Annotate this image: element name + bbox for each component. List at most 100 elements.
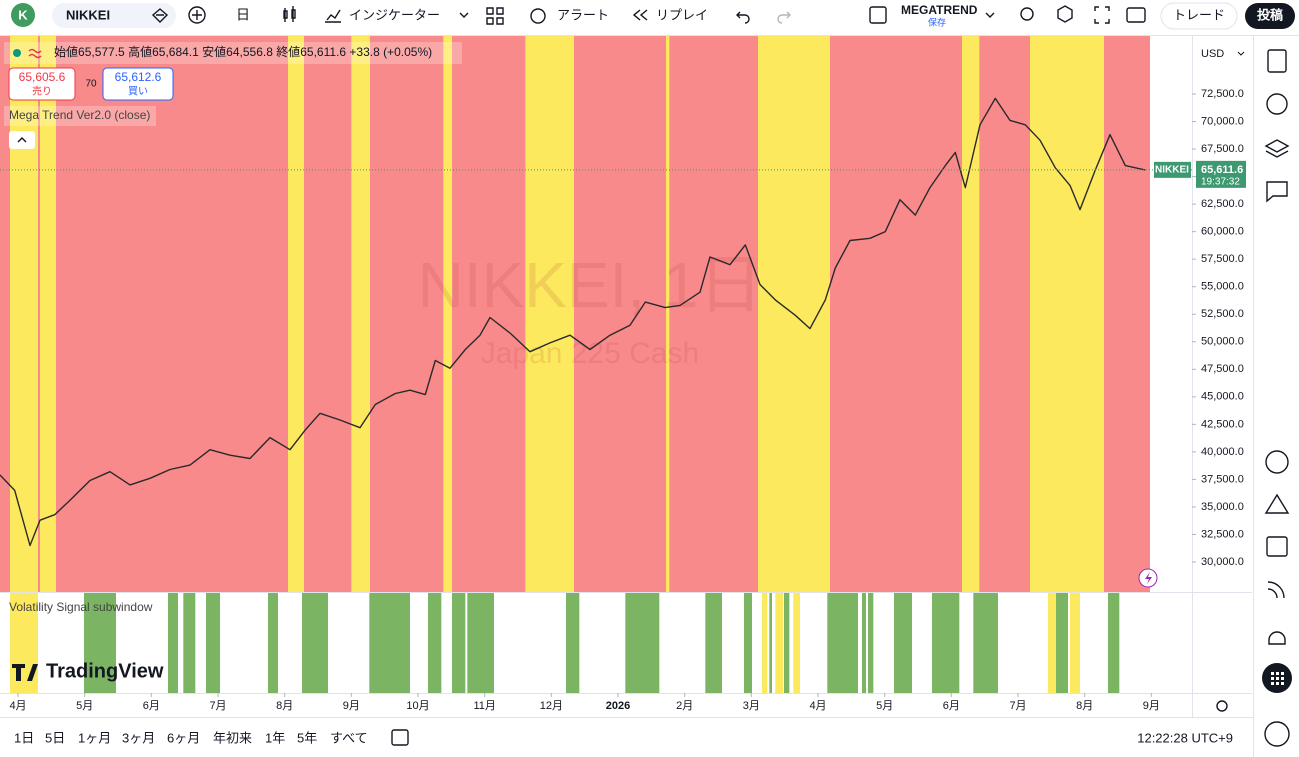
period-button[interactable]: 1日 <box>14 730 34 745</box>
y-tick-label: 30,000.0 <box>1201 556 1244 568</box>
symbol-search[interactable]: NIKKEI <box>52 3 176 28</box>
sell-label: 売り <box>32 85 52 98</box>
y-tick-label: 62,500.0 <box>1201 198 1244 210</box>
signal-bar <box>894 593 912 693</box>
currency[interactable]: USD <box>1201 48 1224 60</box>
goto-date-icon[interactable] <box>391 729 409 746</box>
currency-chevron <box>1237 51 1245 56</box>
target-icon[interactable] <box>1265 450 1289 474</box>
alerts-icon[interactable] <box>1266 93 1288 115</box>
layout-menu[interactable]: MEGATREND 保存 <box>869 3 995 27</box>
ideas-icon[interactable] <box>1264 493 1290 514</box>
x-tick-label: 4月 <box>809 700 826 712</box>
symbol-box <box>52 3 176 28</box>
x-tick-label: 6月 <box>143 700 160 712</box>
layouts-icon[interactable] <box>486 7 504 25</box>
watchlist-icon[interactable] <box>1267 49 1287 73</box>
caret-icon <box>17 137 27 143</box>
signal-bar <box>369 593 410 693</box>
lightning-button[interactable] <box>1138 568 1158 588</box>
period-button[interactable]: 3ヶ月 <box>122 730 155 745</box>
brand-logo <box>12 664 38 681</box>
indicator-bg <box>4 106 156 126</box>
period-bar: 1日 5日 1ヶ月 3ヶ月 6ヶ月 年初来 1年 5年 すべて <box>14 730 368 745</box>
snapshot-icon[interactable] <box>1126 7 1146 23</box>
indicator-name: Mega Trend Ver2.0 (close) <box>9 108 150 122</box>
close: 65,611.6 <box>300 45 346 59</box>
signal-bar <box>1108 593 1120 693</box>
period-button[interactable]: 5年 <box>297 730 317 745</box>
legend-bg <box>4 42 462 64</box>
collapse-button[interactable] <box>9 131 35 149</box>
highlight-band <box>10 36 38 592</box>
x-tick-label: 3月 <box>743 700 760 712</box>
sidebar <box>1262 49 1292 747</box>
avatar-letter: K <box>18 7 28 22</box>
chat-icon[interactable] <box>1266 181 1288 203</box>
plot <box>0 97 1146 547</box>
y-tick-label: 55,000.0 <box>1201 281 1244 293</box>
period-button[interactable]: 6ヶ月 <box>167 730 200 745</box>
indicators-button[interactable]: インジケーター <box>325 7 469 23</box>
watermark-subtitle: Japan 225 Cash <box>481 337 700 370</box>
watermark-title: NIKKEI, 1日 <box>418 249 763 321</box>
notification-icon[interactable] <box>1268 631 1286 645</box>
sell-button[interactable]: 65,605.6 売り <box>8 67 76 101</box>
period-button[interactable]: 5日 <box>45 730 65 745</box>
alert-button[interactable]: アラート <box>530 7 609 24</box>
search-icon[interactable] <box>1020 7 1034 21</box>
period-button[interactable]: 年初来 <box>213 730 252 745</box>
symbol-tag <box>1154 161 1191 178</box>
signal-bar <box>1056 593 1068 693</box>
chart-type-icon[interactable] <box>283 6 296 22</box>
x-tick-label: 5月 <box>876 700 893 712</box>
signal-bar <box>744 593 752 693</box>
sell-price: 65,605.6 <box>19 70 66 84</box>
period-button[interactable]: すべて <box>330 730 368 745</box>
signal-bar <box>206 593 220 693</box>
publish-label: 投稿 <box>1257 7 1283 22</box>
x-tick-label: 2月 <box>676 700 693 712</box>
signal-bar <box>452 593 466 693</box>
x-tick-label: 9月 <box>1143 700 1160 712</box>
trade-button[interactable]: トレード <box>1160 2 1238 30</box>
sell-box <box>8 67 76 101</box>
replay-button[interactable]: リプレイ <box>632 7 708 22</box>
settings-icon[interactable] <box>1057 5 1073 23</box>
close-label: 終値 <box>276 44 300 59</box>
undo-icon[interactable] <box>736 11 750 24</box>
interval-button[interactable]: 日 <box>236 7 250 23</box>
fullscreen-icon[interactable] <box>1094 6 1110 24</box>
buy-button[interactable]: 65,612.6 買い <box>102 67 174 101</box>
price-tag-label: 65,611.6 <box>1201 164 1243 176</box>
x-tick-label: 12月 <box>540 700 563 712</box>
clock[interactable]: 12:22:28 UTC+9 <box>1137 730 1233 745</box>
period-button[interactable]: 1ヶ月 <box>78 730 111 745</box>
feed-icon[interactable] <box>1267 581 1285 599</box>
plus-circle <box>188 6 206 24</box>
calendar-icon[interactable] <box>1266 536 1288 557</box>
signal-bar <box>793 593 800 693</box>
signal-bar <box>769 593 772 693</box>
replay-label: リプレイ <box>656 7 708 22</box>
buy-label: 買い <box>128 86 148 98</box>
y-tick-label: 60,000.0 <box>1201 226 1244 238</box>
redo-icon[interactable] <box>777 11 791 24</box>
apps-icon <box>1271 672 1284 685</box>
symbol-tag-label: NIKKEI <box>1155 164 1189 175</box>
period-button[interactable]: 1年 <box>265 730 285 745</box>
publish-button[interactable]: 投稿 <box>1245 3 1295 29</box>
indicator-symbol <box>28 48 42 59</box>
highlight-band <box>351 36 370 592</box>
layers-icon[interactable] <box>1264 139 1290 158</box>
signal-bar <box>705 593 722 693</box>
help-icon[interactable] <box>1264 721 1290 747</box>
settings-gear[interactable] <box>1216 700 1228 712</box>
avatar-button[interactable]: K <box>11 3 35 27</box>
subwindow <box>10 593 1120 693</box>
trade-label: トレード <box>1173 7 1225 22</box>
compare-button[interactable] <box>188 6 206 24</box>
chevron <box>459 12 469 18</box>
lightning-icon <box>1145 572 1152 584</box>
